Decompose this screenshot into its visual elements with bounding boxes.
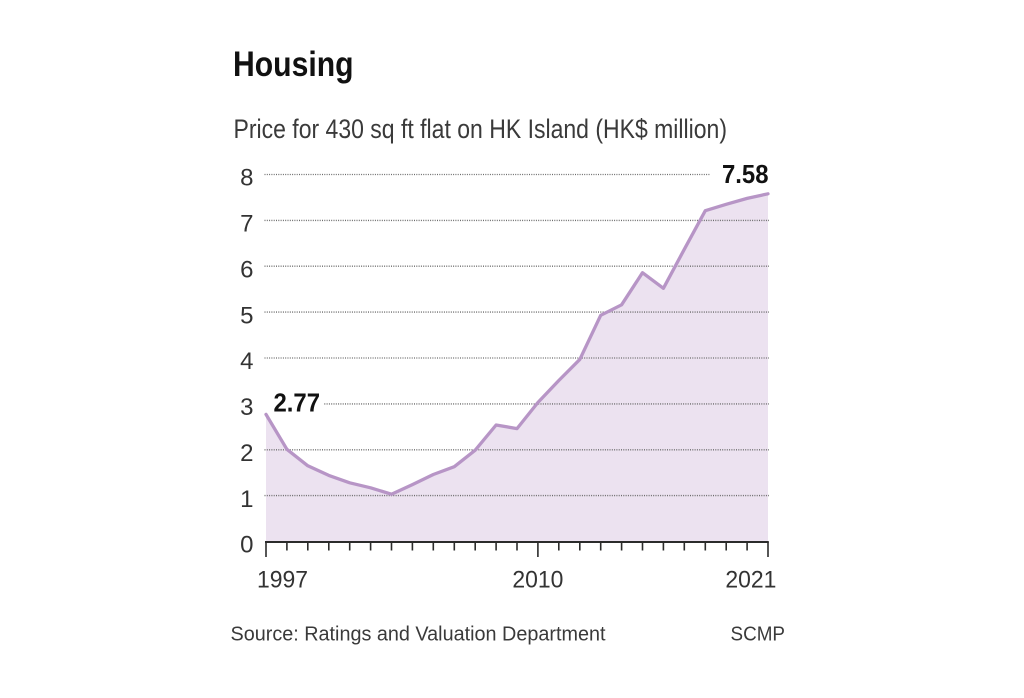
svg-text:4: 4 bbox=[240, 348, 253, 375]
svg-text:6: 6 bbox=[240, 256, 253, 283]
svg-text:2: 2 bbox=[240, 440, 253, 467]
svg-text:1997: 1997 bbox=[257, 567, 308, 594]
svg-text:2010: 2010 bbox=[512, 567, 563, 594]
svg-text:Price for 430 sq ft flat on HK: Price for 430 sq ft flat on HK Island (H… bbox=[234, 114, 728, 144]
svg-text:8: 8 bbox=[240, 165, 253, 192]
svg-text:2.77: 2.77 bbox=[274, 388, 321, 418]
svg-text:0: 0 bbox=[240, 532, 253, 559]
svg-text:2021: 2021 bbox=[725, 567, 776, 594]
svg-text:7.58: 7.58 bbox=[722, 159, 769, 189]
svg-text:SCMP: SCMP bbox=[731, 623, 786, 646]
svg-text:Source: Ratings and Valuation: Source: Ratings and Valuation Department bbox=[231, 623, 606, 646]
svg-text:3: 3 bbox=[240, 394, 253, 421]
svg-text:Housing: Housing bbox=[233, 45, 354, 84]
svg-text:1: 1 bbox=[240, 486, 253, 513]
svg-text:5: 5 bbox=[240, 302, 253, 329]
svg-text:7: 7 bbox=[240, 211, 253, 238]
